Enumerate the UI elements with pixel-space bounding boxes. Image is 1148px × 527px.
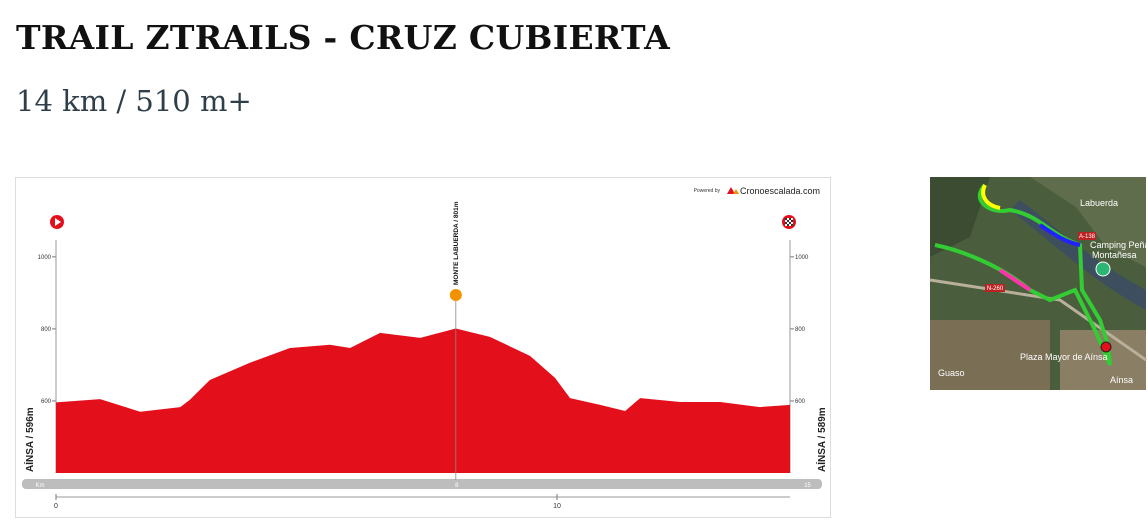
- km-bar-tick: 8: [455, 483, 459, 489]
- page-subtitle: 14 km / 510 m+: [16, 84, 252, 118]
- map-label: N-260: [987, 286, 1004, 292]
- page-title: TRAIL ZTRAILS - CRUZ CUBIERTA: [16, 18, 671, 57]
- map-road-sign: [985, 284, 1005, 292]
- y-tick-label: 600: [795, 399, 806, 405]
- x-tick-label: 10: [553, 503, 561, 510]
- map-label: Plaza Mayor de Aínsa: [1020, 352, 1108, 362]
- elevation-area: [56, 328, 790, 473]
- map-road-sign: [1078, 232, 1096, 240]
- km-bar: [22, 479, 822, 489]
- y-tick-label: 800: [41, 327, 52, 333]
- summit-label: MONTE LABUERDA / 801m: [453, 201, 460, 285]
- map-road: [929, 278, 1147, 362]
- finish-icon-checks: [785, 218, 793, 226]
- km-bar-tick: 15: [804, 483, 811, 489]
- route-map: Labuerda A-138 Camping Peña Montañesa N-…: [929, 177, 1148, 390]
- y-tick-label: 1000: [38, 255, 52, 261]
- map-label: A-138: [1079, 234, 1096, 240]
- start-icon-arrow: [55, 218, 61, 226]
- map-route-down: [1038, 223, 1081, 247]
- map-route-steep: [998, 268, 1032, 292]
- map-label: Guaso: [938, 368, 965, 378]
- map-camping-icon: [1095, 261, 1111, 277]
- credit-logo: [733, 189, 739, 194]
- credit-brand: Cronoescalada.com: [740, 186, 820, 196]
- credit-logo: [727, 187, 735, 194]
- map-fields: [1030, 177, 1146, 267]
- credit-prefix: Powered by: [694, 188, 721, 194]
- finish-icon-flag: [785, 218, 793, 226]
- map-forest: [930, 177, 990, 257]
- start-label: AÍNSA / 596m: [23, 407, 36, 472]
- map-route-steep: [981, 184, 1001, 210]
- summit-icon: [449, 289, 462, 301]
- map-start-pin: [1100, 341, 1112, 353]
- map-label: Camping Peña: [1090, 240, 1148, 250]
- km-bar-label: Km: [36, 483, 45, 489]
- map-label: Labuerda: [1080, 198, 1118, 208]
- map-label: Aínsa: [1110, 375, 1133, 385]
- x-tick-label: 0: [54, 503, 58, 510]
- finish-label: AÍNSA / 589m: [815, 407, 828, 472]
- map-label: Montañesa: [1092, 250, 1137, 260]
- y-tick-label: 600: [41, 399, 52, 405]
- y-tick-label: 800: [795, 327, 806, 333]
- y-tick-label: 1000: [795, 255, 809, 261]
- map-fields: [930, 320, 1050, 390]
